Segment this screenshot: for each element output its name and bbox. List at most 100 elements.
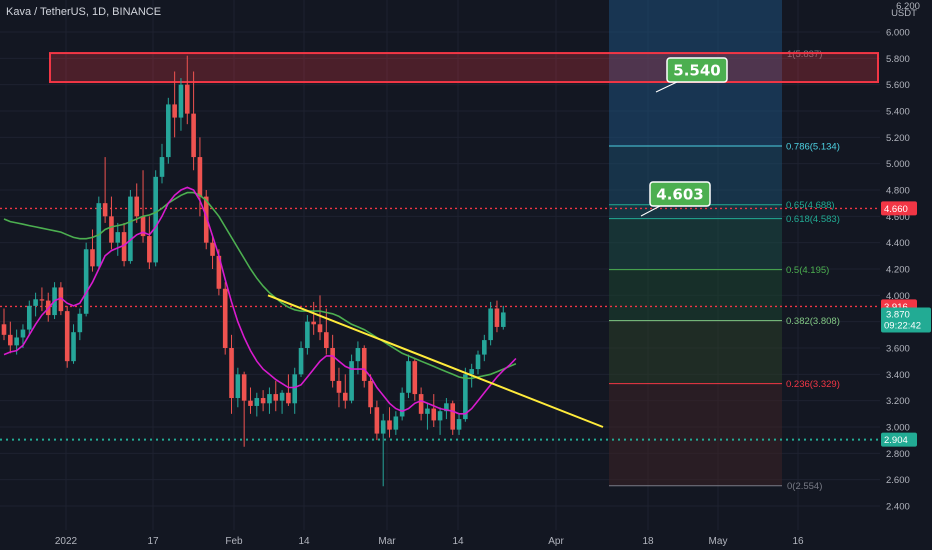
candle-body bbox=[311, 321, 316, 325]
candle-body bbox=[197, 157, 203, 197]
fib-level-label: 0.382(3.808) bbox=[786, 316, 840, 327]
trendline bbox=[267, 294, 604, 428]
x-tick-label: 14 bbox=[298, 536, 310, 547]
current-price-label: 3.870 bbox=[886, 309, 910, 320]
candle-body bbox=[203, 196, 209, 243]
x-tick-label: 2022 bbox=[55, 536, 78, 547]
y-tick-label: 4.400 bbox=[886, 238, 910, 249]
y-tick-label: 3.400 bbox=[886, 370, 910, 381]
candle-body bbox=[109, 216, 114, 243]
candle-body bbox=[406, 361, 411, 393]
candle-body bbox=[229, 348, 234, 399]
candle-body bbox=[140, 216, 146, 237]
candle-body bbox=[121, 232, 127, 262]
callout-pointer bbox=[640, 205, 661, 217]
candle-body bbox=[305, 321, 310, 349]
candle-body bbox=[393, 416, 399, 430]
candle-body bbox=[26, 305, 32, 330]
candle-body bbox=[102, 203, 108, 217]
price-level-lines bbox=[0, 207, 880, 441]
candle-body bbox=[71, 332, 76, 362]
candle-body bbox=[134, 196, 140, 217]
time-axis[interactable]: 2022 17 Feb 14 Mar 14 Apr 18 May 16 bbox=[0, 532, 880, 550]
y-tick-label: 2.600 bbox=[886, 475, 910, 486]
fib-level-label: 1(5.837) bbox=[787, 49, 822, 60]
candle-body bbox=[279, 392, 285, 401]
price-axis-background bbox=[880, 0, 932, 550]
candle-body bbox=[241, 374, 247, 401]
y-tick-label: 6.000 bbox=[886, 28, 910, 39]
candle-body bbox=[90, 249, 95, 267]
candle-body bbox=[324, 332, 329, 349]
candle-body bbox=[8, 334, 13, 346]
price-badge-label: 2.904 bbox=[884, 435, 908, 446]
candle-body bbox=[399, 392, 405, 417]
candle-body bbox=[159, 157, 165, 177]
x-tick-label: 14 bbox=[452, 536, 464, 547]
candle-body bbox=[115, 232, 121, 243]
fib-level-label: 0(2.554) bbox=[787, 481, 822, 492]
candles bbox=[1, 55, 506, 487]
candle-body bbox=[39, 299, 45, 301]
price-badge-label: 4.660 bbox=[884, 204, 908, 215]
candle-body bbox=[368, 380, 373, 408]
y-tick-label: 2.400 bbox=[886, 502, 910, 513]
candle-body bbox=[267, 394, 272, 404]
fib-level-label: 0.618(4.583) bbox=[786, 214, 840, 225]
candle-body bbox=[374, 407, 380, 434]
y-tick-label: 3.000 bbox=[886, 423, 910, 434]
candle-body bbox=[292, 374, 298, 404]
candle-body bbox=[463, 374, 468, 420]
candle-body bbox=[330, 348, 335, 381]
y-tick-label: 4.200 bbox=[886, 265, 910, 276]
candle-body bbox=[317, 324, 323, 333]
candle-body bbox=[166, 104, 171, 158]
y-tick-label: 5.000 bbox=[886, 159, 910, 170]
candle-body bbox=[191, 113, 196, 158]
y-tick-label: 4.600 bbox=[886, 212, 910, 223]
time-axis-background bbox=[0, 532, 880, 550]
fib-zone bbox=[609, 383, 782, 486]
x-tick-label: Apr bbox=[548, 536, 564, 547]
candle-body bbox=[336, 380, 342, 393]
candle-body bbox=[235, 374, 241, 399]
candle-body bbox=[222, 288, 228, 349]
y-tick-label: 2.800 bbox=[886, 449, 910, 460]
candle-body bbox=[482, 340, 487, 355]
candle-body bbox=[361, 348, 367, 381]
moving-averages bbox=[3, 186, 517, 415]
candle-body bbox=[349, 361, 354, 401]
target-callout-box bbox=[666, 57, 728, 83]
countdown-label: 09:22:42 bbox=[884, 320, 921, 331]
candle-body bbox=[254, 398, 260, 406]
candle-body bbox=[450, 403, 456, 430]
x-tick-label: Feb bbox=[225, 536, 243, 547]
candle-body bbox=[172, 104, 177, 118]
callout-pointer bbox=[655, 81, 678, 93]
descending-trendline bbox=[267, 294, 604, 428]
y-tick-label: 5.200 bbox=[886, 133, 910, 144]
target-callouts: 5.540 4.603 bbox=[640, 57, 728, 217]
target-callout-label: 5.540 bbox=[673, 62, 720, 80]
candle-body bbox=[33, 299, 38, 306]
candle-body bbox=[456, 419, 462, 430]
candle-body bbox=[431, 408, 437, 421]
candle-body bbox=[248, 400, 253, 406]
y-tick-label: 5.600 bbox=[886, 80, 910, 91]
currency-label: USDT bbox=[891, 8, 917, 19]
fib-level-label: 0.786(5.134) bbox=[786, 142, 840, 153]
candle-body bbox=[147, 236, 152, 263]
candle-body bbox=[488, 308, 493, 341]
candle-body bbox=[286, 392, 291, 404]
chart-title: Kava / TetherUS, 1D, BINANCE bbox=[6, 6, 162, 18]
y-tick-label: 6.200 bbox=[896, 1, 920, 12]
candle-body bbox=[20, 329, 26, 338]
x-tick-label: 17 bbox=[147, 536, 159, 547]
candle-body bbox=[418, 394, 424, 414]
fib-level-label: 0.65(4.688) bbox=[786, 200, 835, 211]
y-tick-label: 3.200 bbox=[886, 396, 910, 407]
candle-body bbox=[444, 403, 449, 412]
candle-body bbox=[153, 176, 158, 263]
